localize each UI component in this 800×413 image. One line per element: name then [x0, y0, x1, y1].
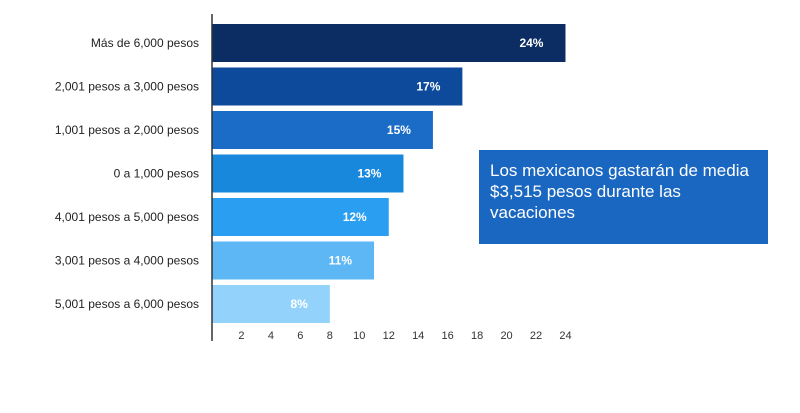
- category-label: 4,001 pesos a 5,000 pesos: [55, 210, 199, 224]
- bar: [212, 111, 433, 149]
- x-tick-label: 18: [471, 330, 483, 342]
- callout-box: Los mexicanos gastarán de media $3,515 p…: [479, 150, 768, 244]
- bar-value-label: 17%: [416, 80, 440, 94]
- x-tick-label: 22: [530, 330, 542, 342]
- x-tick-label: 16: [442, 330, 454, 342]
- bar: [212, 154, 404, 193]
- bar: [212, 285, 330, 323]
- x-tick-label: 14: [412, 330, 424, 342]
- category-label: 0 a 1,000 pesos: [114, 167, 199, 181]
- x-tick-label: 12: [383, 330, 395, 342]
- bar-value-label: 24%: [519, 36, 543, 50]
- bar: [212, 241, 375, 280]
- bar-value-label: 11%: [329, 254, 353, 268]
- bar-value-label: 15%: [387, 123, 411, 137]
- x-tick-label: 8: [327, 330, 333, 342]
- callout-text: Los mexicanos gastarán de media $3,515 p…: [490, 161, 749, 222]
- x-tick-label: 4: [268, 330, 274, 342]
- bar-value-label: 8%: [290, 297, 308, 311]
- category-label: 2,001 pesos a 3,000 pesos: [55, 80, 199, 94]
- category-label: 5,001 pesos a 6,000 pesos: [55, 297, 199, 311]
- bar-value-label: 13%: [357, 167, 381, 181]
- category-label: Más de 6,000 pesos: [91, 36, 199, 50]
- x-tick-label: 6: [297, 330, 303, 342]
- x-tick-label: 10: [353, 330, 365, 342]
- x-tick-label: 2: [238, 330, 244, 342]
- bar: [212, 24, 566, 62]
- x-tick-label: 20: [500, 330, 512, 342]
- category-label: 3,001 pesos a 4,000 pesos: [55, 254, 199, 268]
- bar: [212, 67, 463, 106]
- bar-value-label: 12%: [343, 210, 367, 224]
- category-label: 1,001 pesos a 2,000 pesos: [55, 123, 199, 137]
- bar: [212, 198, 389, 236]
- x-tick-label: 24: [559, 330, 571, 342]
